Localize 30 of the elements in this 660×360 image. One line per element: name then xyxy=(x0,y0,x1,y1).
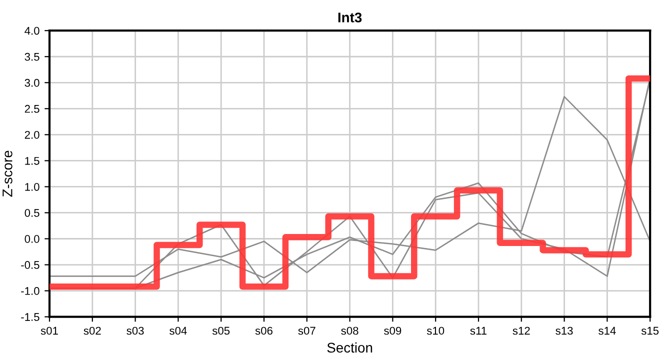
x-tick-label: s13 xyxy=(556,326,573,335)
x-tick-label: s03 xyxy=(126,326,144,335)
x-tick-label: s14 xyxy=(598,326,616,335)
y-axis-title: Z-score xyxy=(2,150,12,197)
y-tick-label: -1.5 xyxy=(21,313,40,321)
y-tick-label: -0.5 xyxy=(21,261,40,269)
x-tick-label: s01 xyxy=(40,326,58,335)
x-tick-label: s06 xyxy=(255,326,272,335)
x-tick-label: s05 xyxy=(212,326,230,335)
y-tick-label: 3.0 xyxy=(24,78,40,87)
y-tick-label: 1.5 xyxy=(25,157,40,165)
x-tick-label: s12 xyxy=(512,326,530,335)
x-tick-label: s11 xyxy=(470,326,487,335)
y-tick-label: 2.0 xyxy=(24,130,40,139)
y-tick-label: 4.0 xyxy=(24,26,40,35)
y-tick-label: 3.5 xyxy=(24,52,40,61)
x-axis-title: Section xyxy=(327,342,372,353)
y-tick-label: -1.0 xyxy=(21,287,40,295)
x-tick-label: s15 xyxy=(641,326,659,335)
y-tick-label: 0.0 xyxy=(24,235,40,243)
x-tick-label: s10 xyxy=(426,326,444,335)
x-tick-label: s07 xyxy=(298,326,316,335)
chart-title: Int3 xyxy=(338,12,362,22)
x-tick-label: s02 xyxy=(84,326,101,335)
y-tick-label: 2.5 xyxy=(24,104,40,113)
y-tick-label: 1.0 xyxy=(25,182,40,191)
x-tick-label: s04 xyxy=(170,326,187,335)
y-tick-label: 0.5 xyxy=(24,208,40,217)
x-tick-label: s09 xyxy=(384,326,402,335)
x-tick-label: s08 xyxy=(341,326,358,335)
